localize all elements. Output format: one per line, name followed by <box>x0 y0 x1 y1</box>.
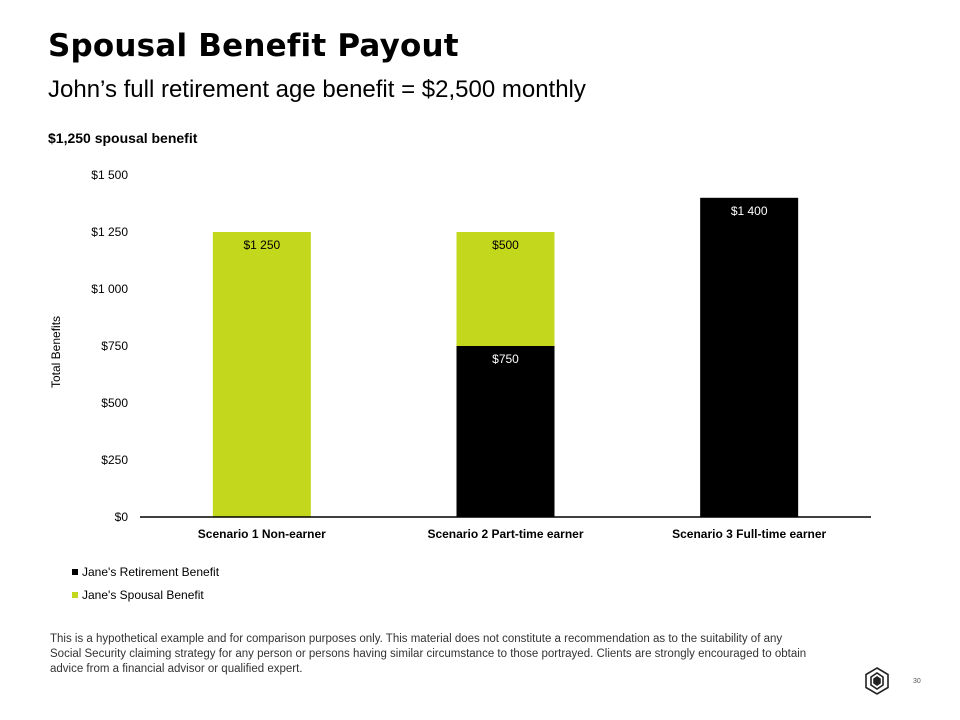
x-tick-label: Scenario 2 Part-time earner <box>427 527 583 541</box>
y-tick-label: $1 250 <box>91 225 128 239</box>
chart-legend: Jane's Retirement Benefit Jane's Spousal… <box>72 565 219 611</box>
y-tick-label: $250 <box>101 453 128 467</box>
page-subtitle: John’s full retirement age benefit = $2,… <box>48 76 586 103</box>
y-tick-label: $0 <box>115 510 129 524</box>
data-label: $750 <box>492 352 519 366</box>
legend-swatch-spousal <box>72 591 78 598</box>
x-tick-label: Scenario 3 Full-time earner <box>672 527 826 541</box>
y-tick-label: $1 000 <box>91 282 128 296</box>
page-title: Spousal Benefit Payout <box>48 28 459 64</box>
bar-segment <box>456 232 555 346</box>
legend-swatch-retirement <box>72 568 78 575</box>
legend-item-retirement: Jane's Retirement Benefit <box>72 564 220 579</box>
page-number: 30 <box>913 678 921 685</box>
stacked-bar-chart: $0 $250 $500 $750 $1 000 $1 250 $1 500 Total Be… <box>49 168 871 541</box>
bar-segment <box>700 197 799 518</box>
data-label: $500 <box>492 238 519 252</box>
chart-heading: $1,250 spousal benefit <box>48 130 198 146</box>
company-logo-icon <box>865 667 889 695</box>
legend-item-spousal: Jane's Spousal Benefit <box>72 587 219 602</box>
bar-segment <box>212 232 311 517</box>
data-label: $1 250 <box>243 238 280 252</box>
y-tick-label: $1 500 <box>91 168 128 182</box>
legend-label-retirement: Jane's Retirement Benefit <box>82 564 220 579</box>
y-tick-label: $500 <box>101 396 128 410</box>
disclaimer-text: This is a hypothetical example and for c… <box>50 633 807 675</box>
y-tick-label: $750 <box>101 339 128 353</box>
x-tick-label: Scenario 1 Non-earner <box>198 527 326 541</box>
data-label: $1 400 <box>731 204 768 218</box>
y-axis-label: Total Benefits <box>49 316 63 388</box>
legend-label-spousal: Jane's Spousal Benefit <box>82 587 204 602</box>
bar-segment <box>456 346 555 517</box>
